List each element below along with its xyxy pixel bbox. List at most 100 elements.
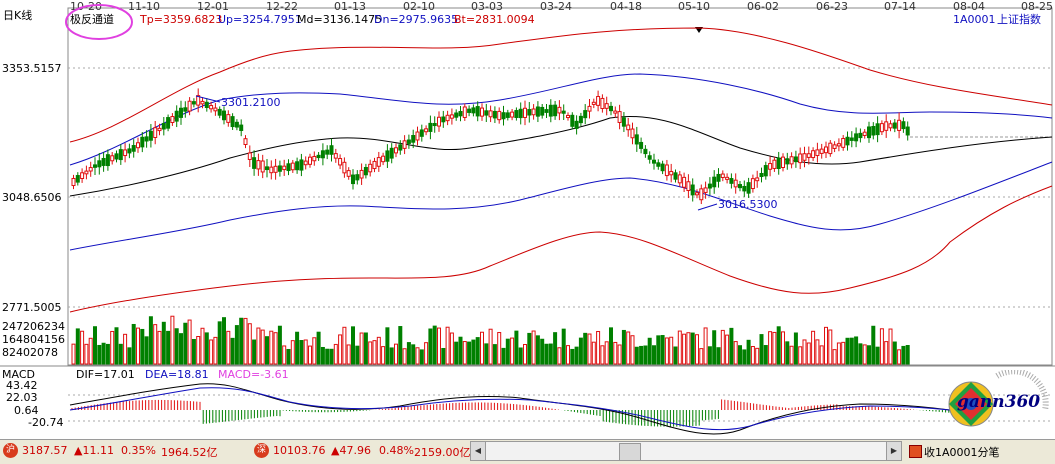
tick-detail-link[interactable]: 收1A0001分笔 xyxy=(924,446,1000,459)
candle-body xyxy=(828,142,833,155)
volume-bar xyxy=(269,330,274,365)
volume-bar xyxy=(776,326,781,365)
volume-bar xyxy=(101,342,106,365)
tick-detail-icon[interactable] xyxy=(909,445,922,458)
volume-bar xyxy=(875,346,880,365)
candle-body xyxy=(299,159,304,171)
candle-body xyxy=(690,184,695,196)
macd-title[interactable]: MACD xyxy=(2,368,35,381)
gann360-logo[interactable]: gann360 xyxy=(947,368,1049,438)
volume-bar xyxy=(673,346,678,365)
candle-body xyxy=(535,106,540,117)
candle-body xyxy=(699,188,704,201)
candle-body xyxy=(600,97,605,109)
volume-bar xyxy=(888,328,893,365)
candle-body xyxy=(626,124,631,131)
volume-bar xyxy=(836,342,841,365)
period-label[interactable]: 日K线 xyxy=(3,8,32,22)
indicator-name[interactable]: 极反通道 xyxy=(70,12,114,26)
candle-body xyxy=(153,127,158,138)
candle-body xyxy=(200,100,205,105)
volume-axis-label: 82402078 xyxy=(2,346,58,359)
volume-bar xyxy=(226,330,231,365)
candle-body xyxy=(733,179,738,188)
date-tick: 02-10 xyxy=(403,0,435,13)
shanghai-market-icon[interactable]: 沪 xyxy=(3,443,18,458)
volume-bar xyxy=(725,334,730,365)
candle-body xyxy=(759,172,764,178)
volume-bar xyxy=(789,345,794,365)
candle-body xyxy=(897,119,902,131)
volume-bar xyxy=(234,325,239,365)
macd-axis-label: 22.03 xyxy=(6,391,38,404)
candle-body xyxy=(282,165,287,171)
volume-bar xyxy=(845,337,850,365)
scroll-left-button[interactable]: ◀ xyxy=(471,442,486,460)
candle-body xyxy=(609,105,613,112)
candle-body xyxy=(424,128,429,133)
candle-body xyxy=(755,177,760,182)
candle-body xyxy=(557,106,562,114)
candle-body xyxy=(286,163,291,172)
scroll-right-button[interactable]: ▶ xyxy=(886,442,901,460)
candle-body xyxy=(621,117,626,127)
candle-body xyxy=(742,185,747,192)
shenzhen-market-icon[interactable]: 深 xyxy=(254,443,269,458)
volume-bar xyxy=(316,331,321,365)
volume-bar xyxy=(664,337,669,365)
candle-body xyxy=(131,145,136,152)
candle-body xyxy=(277,165,282,172)
volume-bar xyxy=(277,325,282,365)
volume-bar xyxy=(71,343,76,365)
symbol-code[interactable]: 1A0001 xyxy=(953,13,996,26)
candle-body xyxy=(664,164,669,177)
candle-body xyxy=(480,107,484,117)
candle-body xyxy=(707,183,712,189)
volume-bar xyxy=(841,341,846,365)
chart-scrollbar[interactable]: ◀ ▶ xyxy=(470,441,902,461)
high-annotation: 3301.2100 xyxy=(221,96,281,109)
candle-body xyxy=(587,105,592,112)
sz-amount: 2159.00亿 xyxy=(414,446,471,459)
volume-bar xyxy=(308,345,312,365)
symbol-name[interactable]: 上证指数 xyxy=(997,12,1041,26)
volume-bar xyxy=(437,327,441,365)
volume-bar xyxy=(514,330,519,365)
candle-body xyxy=(716,173,721,182)
volume-bar xyxy=(363,332,368,365)
candle-body xyxy=(428,122,433,132)
candle-body xyxy=(793,156,798,163)
candle-body xyxy=(174,110,179,122)
up-value: Up=3254.7951 xyxy=(218,13,302,26)
volume-bar xyxy=(733,341,738,365)
volume-bar xyxy=(376,336,381,365)
candle-body xyxy=(346,170,351,177)
candle-body xyxy=(501,112,506,120)
volume-bar xyxy=(656,335,661,365)
candle-body xyxy=(88,167,93,172)
candle-body xyxy=(123,149,128,157)
candle-body xyxy=(729,178,734,184)
candle-body xyxy=(566,114,570,119)
volume-bar xyxy=(80,330,85,365)
volume-bar xyxy=(105,343,110,365)
high-annotation-line xyxy=(195,95,221,103)
candle-body xyxy=(136,142,140,149)
volume-bar xyxy=(136,327,140,365)
macd-histogram xyxy=(71,399,950,427)
candle-body xyxy=(510,111,515,118)
volume-bar xyxy=(660,335,665,365)
volume-bar xyxy=(729,327,734,365)
volume-bar xyxy=(742,349,747,365)
candle-body xyxy=(101,157,106,166)
candle-body xyxy=(879,123,884,133)
volume-bar xyxy=(669,336,674,365)
candle-body xyxy=(867,126,871,139)
candle-body xyxy=(531,108,536,116)
volume-bar xyxy=(806,342,811,365)
date-tick: 01-13 xyxy=(334,0,366,13)
chart-canvas[interactable]: 10-20 11-10 12-01 12-22 01-13 02-10 03-0… xyxy=(0,0,1055,440)
scrollbar-thumb[interactable] xyxy=(619,443,641,461)
candle-body xyxy=(394,147,398,154)
band-tp-line xyxy=(69,27,1053,143)
